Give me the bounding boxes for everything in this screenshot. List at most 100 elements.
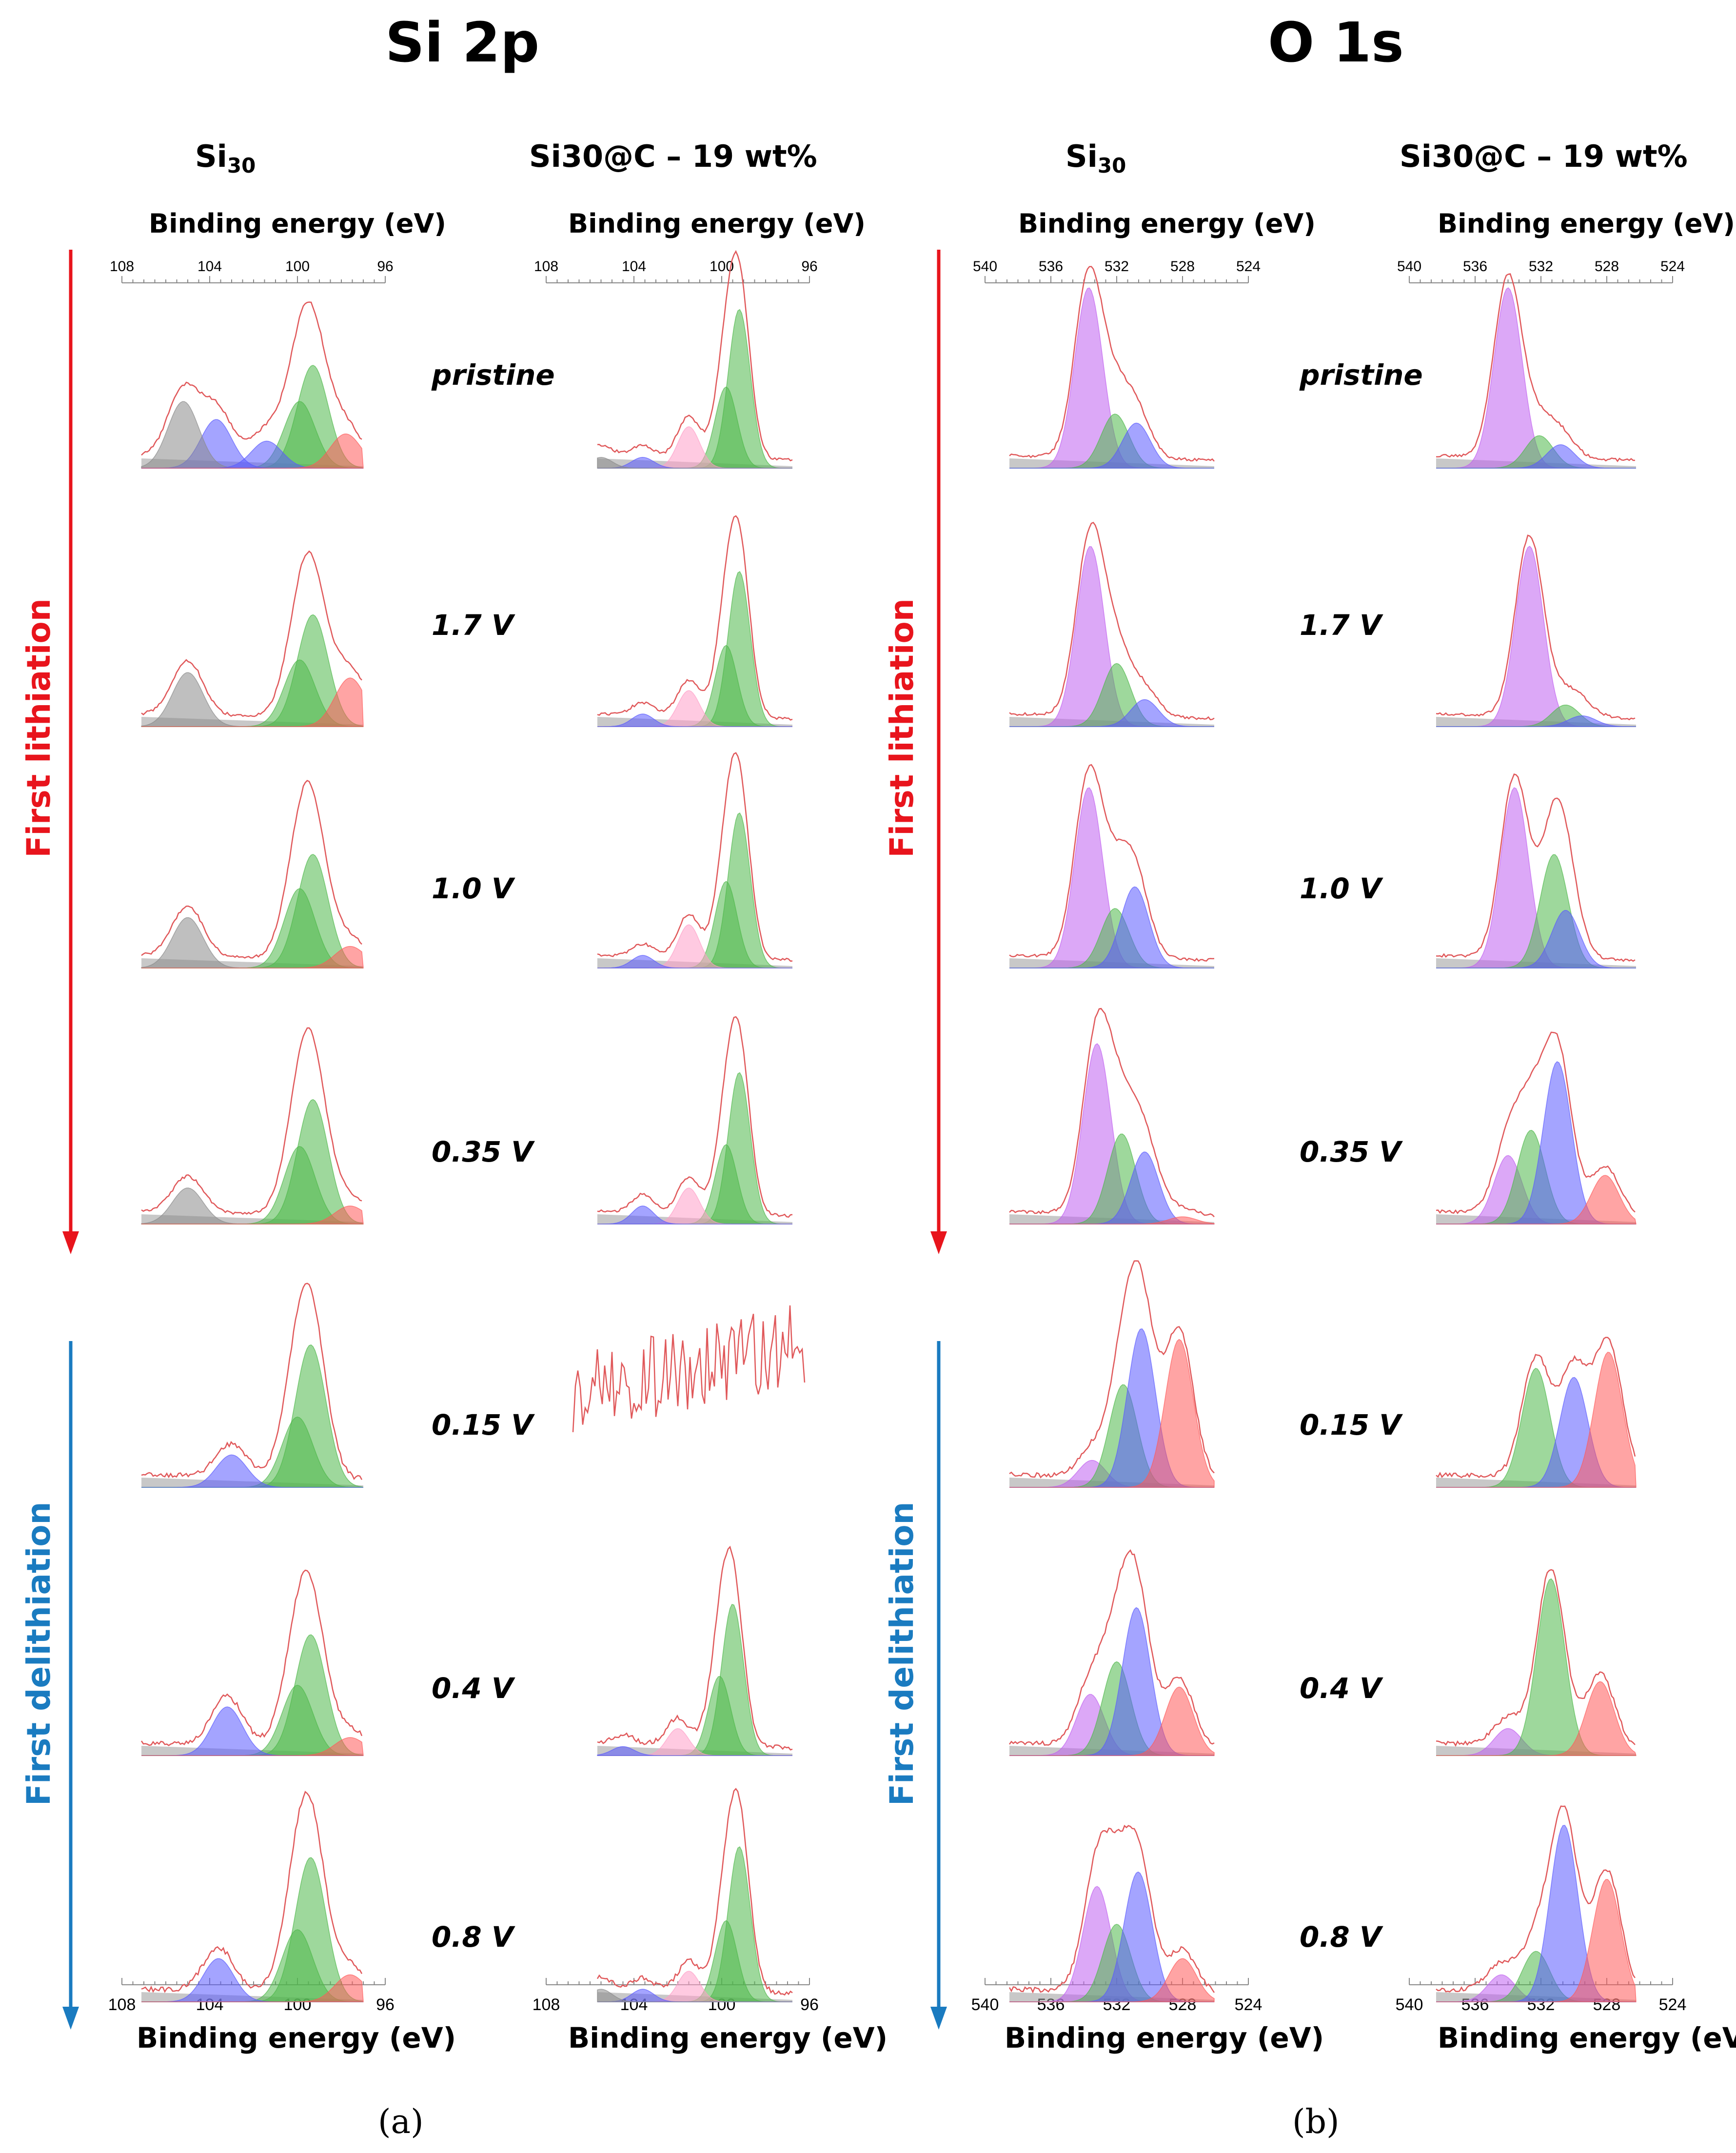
tick-label: 524 — [1235, 1995, 1263, 2014]
state-label-0-35v-si: 0.35 V — [432, 1135, 533, 1168]
lithiation-arrow-si — [62, 250, 79, 1254]
tick-label: 96 — [376, 1995, 395, 2014]
spectrum-pristine — [1436, 273, 1636, 469]
envelope-curve — [141, 780, 362, 959]
top-axis-si30: 108 104 100 96 — [110, 258, 394, 283]
envelope-curve — [597, 250, 793, 462]
spectrum-1.0-V — [1436, 773, 1636, 968]
spectrum-1.0-V — [597, 752, 793, 968]
tick-label: 524 — [1236, 258, 1261, 275]
spectrum-0.4-V — [1436, 1569, 1637, 1756]
tick-label: 96 — [800, 1995, 819, 2014]
panel-label-a: (a) — [378, 2103, 424, 2141]
component-peak — [1436, 1175, 1637, 1225]
si-2p-title: Si 2p — [385, 11, 540, 75]
tick-label: 532 — [1105, 258, 1129, 275]
top-axis-si30c: 108 104 100 96 — [534, 258, 818, 283]
envelope-curve — [141, 1027, 362, 1215]
envelope-curve — [141, 1791, 363, 1993]
envelope-curve — [1436, 1569, 1636, 1747]
envelope-curve — [1009, 521, 1215, 721]
tick-label: 100 — [285, 258, 310, 275]
component-peak — [141, 1454, 363, 1488]
bottom-axis-title-si30c: Binding energy (eV) — [568, 2021, 888, 2054]
state-label-1-0v-si: 1.0 V — [432, 872, 513, 905]
top-axis-o-si30: 540 536 532 528 524 — [973, 258, 1261, 283]
bottom-axis-title-o-si30c: Binding energy (eV) — [1438, 2021, 1736, 2054]
tick-label: 108 — [110, 258, 134, 275]
top-axis-o-si30c: 540 536 532 528 524 — [1397, 258, 1685, 283]
spectrum-0.15-V — [1009, 1260, 1215, 1488]
component-peak — [1436, 546, 1636, 727]
state-label-0-15v-o: 0.15 V — [1300, 1408, 1401, 1442]
tick-label: 540 — [1397, 258, 1421, 275]
si30-header-o: Si30 — [1065, 141, 1126, 176]
spectrum-0.35-V — [597, 1016, 793, 1225]
envelope-curve — [141, 1283, 363, 1480]
spectrum-1.0-V — [1009, 764, 1215, 968]
delithiation-arrow-si — [62, 1341, 79, 2030]
tick-label: 524 — [1660, 258, 1685, 275]
tick-label: 108 — [534, 258, 558, 275]
tick-label: 524 — [1659, 1995, 1687, 2014]
component-peak — [597, 457, 792, 469]
spectrum-0.15-V — [141, 1283, 364, 1488]
envelope-curve — [1436, 273, 1635, 462]
spectrum-0.15-V — [1436, 1337, 1637, 1488]
tick-label: 540 — [1396, 1995, 1423, 2014]
component-peak — [597, 1205, 792, 1225]
component-peak — [597, 1989, 792, 2002]
state-label-0-8v-si: 0.8 V — [432, 1920, 513, 1954]
spectrum-1.7-V — [1009, 521, 1215, 727]
component-peak — [1436, 910, 1636, 968]
state-label-1-7v-o: 1.7 V — [1300, 609, 1381, 642]
envelope-curve — [1008, 1549, 1215, 1746]
spectrum-0.8-V — [596, 1788, 793, 2002]
spectrum-0.4-V — [597, 1545, 793, 1756]
o-1s-title: O 1s — [1268, 11, 1404, 75]
state-label-0-8v-o: 0.8 V — [1300, 1920, 1381, 1954]
component-peak — [141, 1974, 364, 2002]
state-label-0-15v-si: 0.15 V — [432, 1408, 533, 1442]
spectrum-pristine — [597, 250, 793, 469]
spectrum-0.35-V — [1009, 1007, 1215, 1225]
component-peak — [1436, 444, 1636, 469]
component-peak — [141, 433, 364, 469]
spectrum-0.8-V — [141, 1791, 364, 2002]
tick-label: 528 — [1170, 258, 1195, 275]
component-peak — [597, 713, 792, 727]
spectrum-1.7-V — [1436, 534, 1636, 727]
component-peak — [141, 1344, 364, 1488]
si30c-header-o: Si30@C – 19 wt% — [1400, 138, 1688, 174]
tick-label: 108 — [108, 1995, 136, 2014]
panel-label-b: (b) — [1292, 2103, 1340, 2141]
si30-subscript: 30 — [227, 154, 256, 178]
component-peak — [1009, 1686, 1215, 1756]
tick-label: 536 — [1039, 258, 1063, 275]
si30-subscript: 30 — [1097, 154, 1126, 178]
component-peak — [1009, 886, 1214, 968]
component-peak — [1009, 1216, 1215, 1225]
envelope-curve — [1436, 534, 1636, 721]
state-label-pristine-o: pristine — [1300, 358, 1423, 392]
component-peak — [597, 955, 792, 968]
envelope-curve — [1009, 1260, 1215, 1479]
state-label-pristine-si: pristine — [432, 358, 555, 392]
envelope-curve — [141, 550, 362, 717]
component-peak — [141, 677, 364, 727]
tick-label: 108 — [533, 1995, 560, 2014]
envelope-curve — [597, 752, 793, 962]
state-label-0-4v-si: 0.4 V — [432, 1672, 513, 1705]
spectrum-0.8-V — [1008, 1824, 1215, 2002]
envelope-curve — [141, 301, 362, 456]
envelope-curve — [597, 515, 793, 721]
spectrum-1.7-V — [597, 515, 793, 727]
lithiation-arrow-o — [930, 250, 947, 1254]
bottom-axis-title-o-si30: Binding energy (eV) — [1005, 2021, 1324, 2054]
tick-label: 536 — [1463, 258, 1487, 275]
spectrum-0.4-V — [140, 1569, 364, 1756]
si30-label: Si — [1065, 138, 1098, 174]
component-peak — [141, 1857, 364, 2002]
tick-label: 104 — [197, 258, 222, 275]
